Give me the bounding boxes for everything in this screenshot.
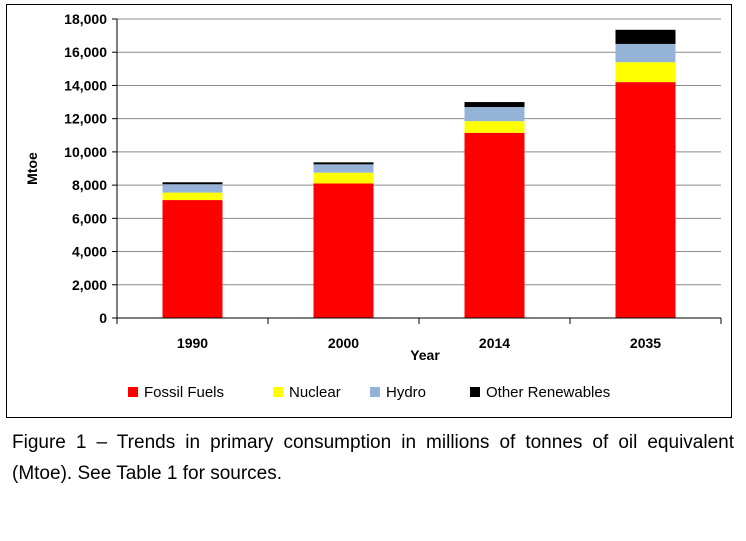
bar-segment bbox=[464, 121, 525, 133]
bar-segment bbox=[162, 200, 223, 318]
bar-segment bbox=[313, 183, 374, 318]
bar-segment bbox=[313, 164, 374, 173]
y-tick-label: 2,000 bbox=[72, 277, 107, 293]
y-tick-label: 6,000 bbox=[72, 210, 107, 226]
legend-swatch bbox=[128, 387, 138, 397]
legend-swatch bbox=[370, 387, 380, 397]
legend-swatch bbox=[273, 387, 283, 397]
legend: Fossil Fuels Nuclear Hydro Other Renewables bbox=[128, 384, 610, 401]
bar-segment bbox=[464, 102, 525, 108]
bar-segment bbox=[162, 184, 223, 193]
x-tick-label: 1990 bbox=[177, 335, 208, 351]
y-axis-title: Mtoe bbox=[24, 152, 40, 185]
bar-segment bbox=[464, 107, 525, 122]
legend-label: Fossil Fuels bbox=[144, 384, 224, 401]
y-tick-label: 0 bbox=[99, 310, 107, 326]
bars bbox=[162, 29, 676, 318]
legend-label: Nuclear bbox=[289, 384, 341, 401]
legend-item: Hydro bbox=[370, 384, 426, 401]
legend-label: Other Renewables bbox=[486, 384, 610, 401]
legend-label: Hydro bbox=[386, 384, 426, 401]
stacked-bar-chart: 0 2,000 4,000 6,000 8,000 10,000 12,000 14,000 1… bbox=[24, 11, 722, 401]
x-tick-label: 2035 bbox=[630, 335, 661, 351]
bar-segment bbox=[162, 192, 223, 201]
bar-segment bbox=[313, 172, 374, 184]
y-tick-label: 14,000 bbox=[64, 77, 107, 93]
x-tick-label: 2000 bbox=[328, 335, 359, 351]
legend-item: Fossil Fuels bbox=[128, 384, 224, 401]
bar-segment bbox=[615, 82, 676, 318]
tick-labels: 0 2,000 4,000 6,000 8,000 10,000 12,000 14,000 1… bbox=[64, 11, 661, 351]
x-tick-label: 2014 bbox=[479, 335, 510, 351]
y-tick-label: 16,000 bbox=[64, 44, 107, 60]
legend-item: Other Renewables bbox=[470, 384, 610, 401]
bar-segment bbox=[615, 62, 676, 83]
axes bbox=[112, 18, 722, 324]
bar-segment bbox=[615, 43, 676, 63]
bar-segment bbox=[313, 162, 374, 165]
chart-frame: 0 2,000 4,000 6,000 8,000 10,000 12,000 14,000 1… bbox=[6, 4, 732, 418]
figure-caption: Figure 1 – Trends in primary consumption… bbox=[12, 432, 734, 484]
bar-segment bbox=[615, 29, 676, 44]
x-axis-title: Year bbox=[410, 347, 440, 363]
legend-swatch bbox=[470, 387, 480, 397]
bar-segment bbox=[464, 132, 525, 318]
bar-segment bbox=[162, 182, 223, 185]
y-tick-label: 8,000 bbox=[72, 177, 107, 193]
y-tick-label: 18,000 bbox=[64, 11, 107, 27]
y-tick-label: 4,000 bbox=[72, 244, 107, 260]
y-tick-label: 10,000 bbox=[64, 144, 107, 160]
legend-item: Nuclear bbox=[273, 384, 341, 401]
y-tick-label: 12,000 bbox=[64, 111, 107, 127]
